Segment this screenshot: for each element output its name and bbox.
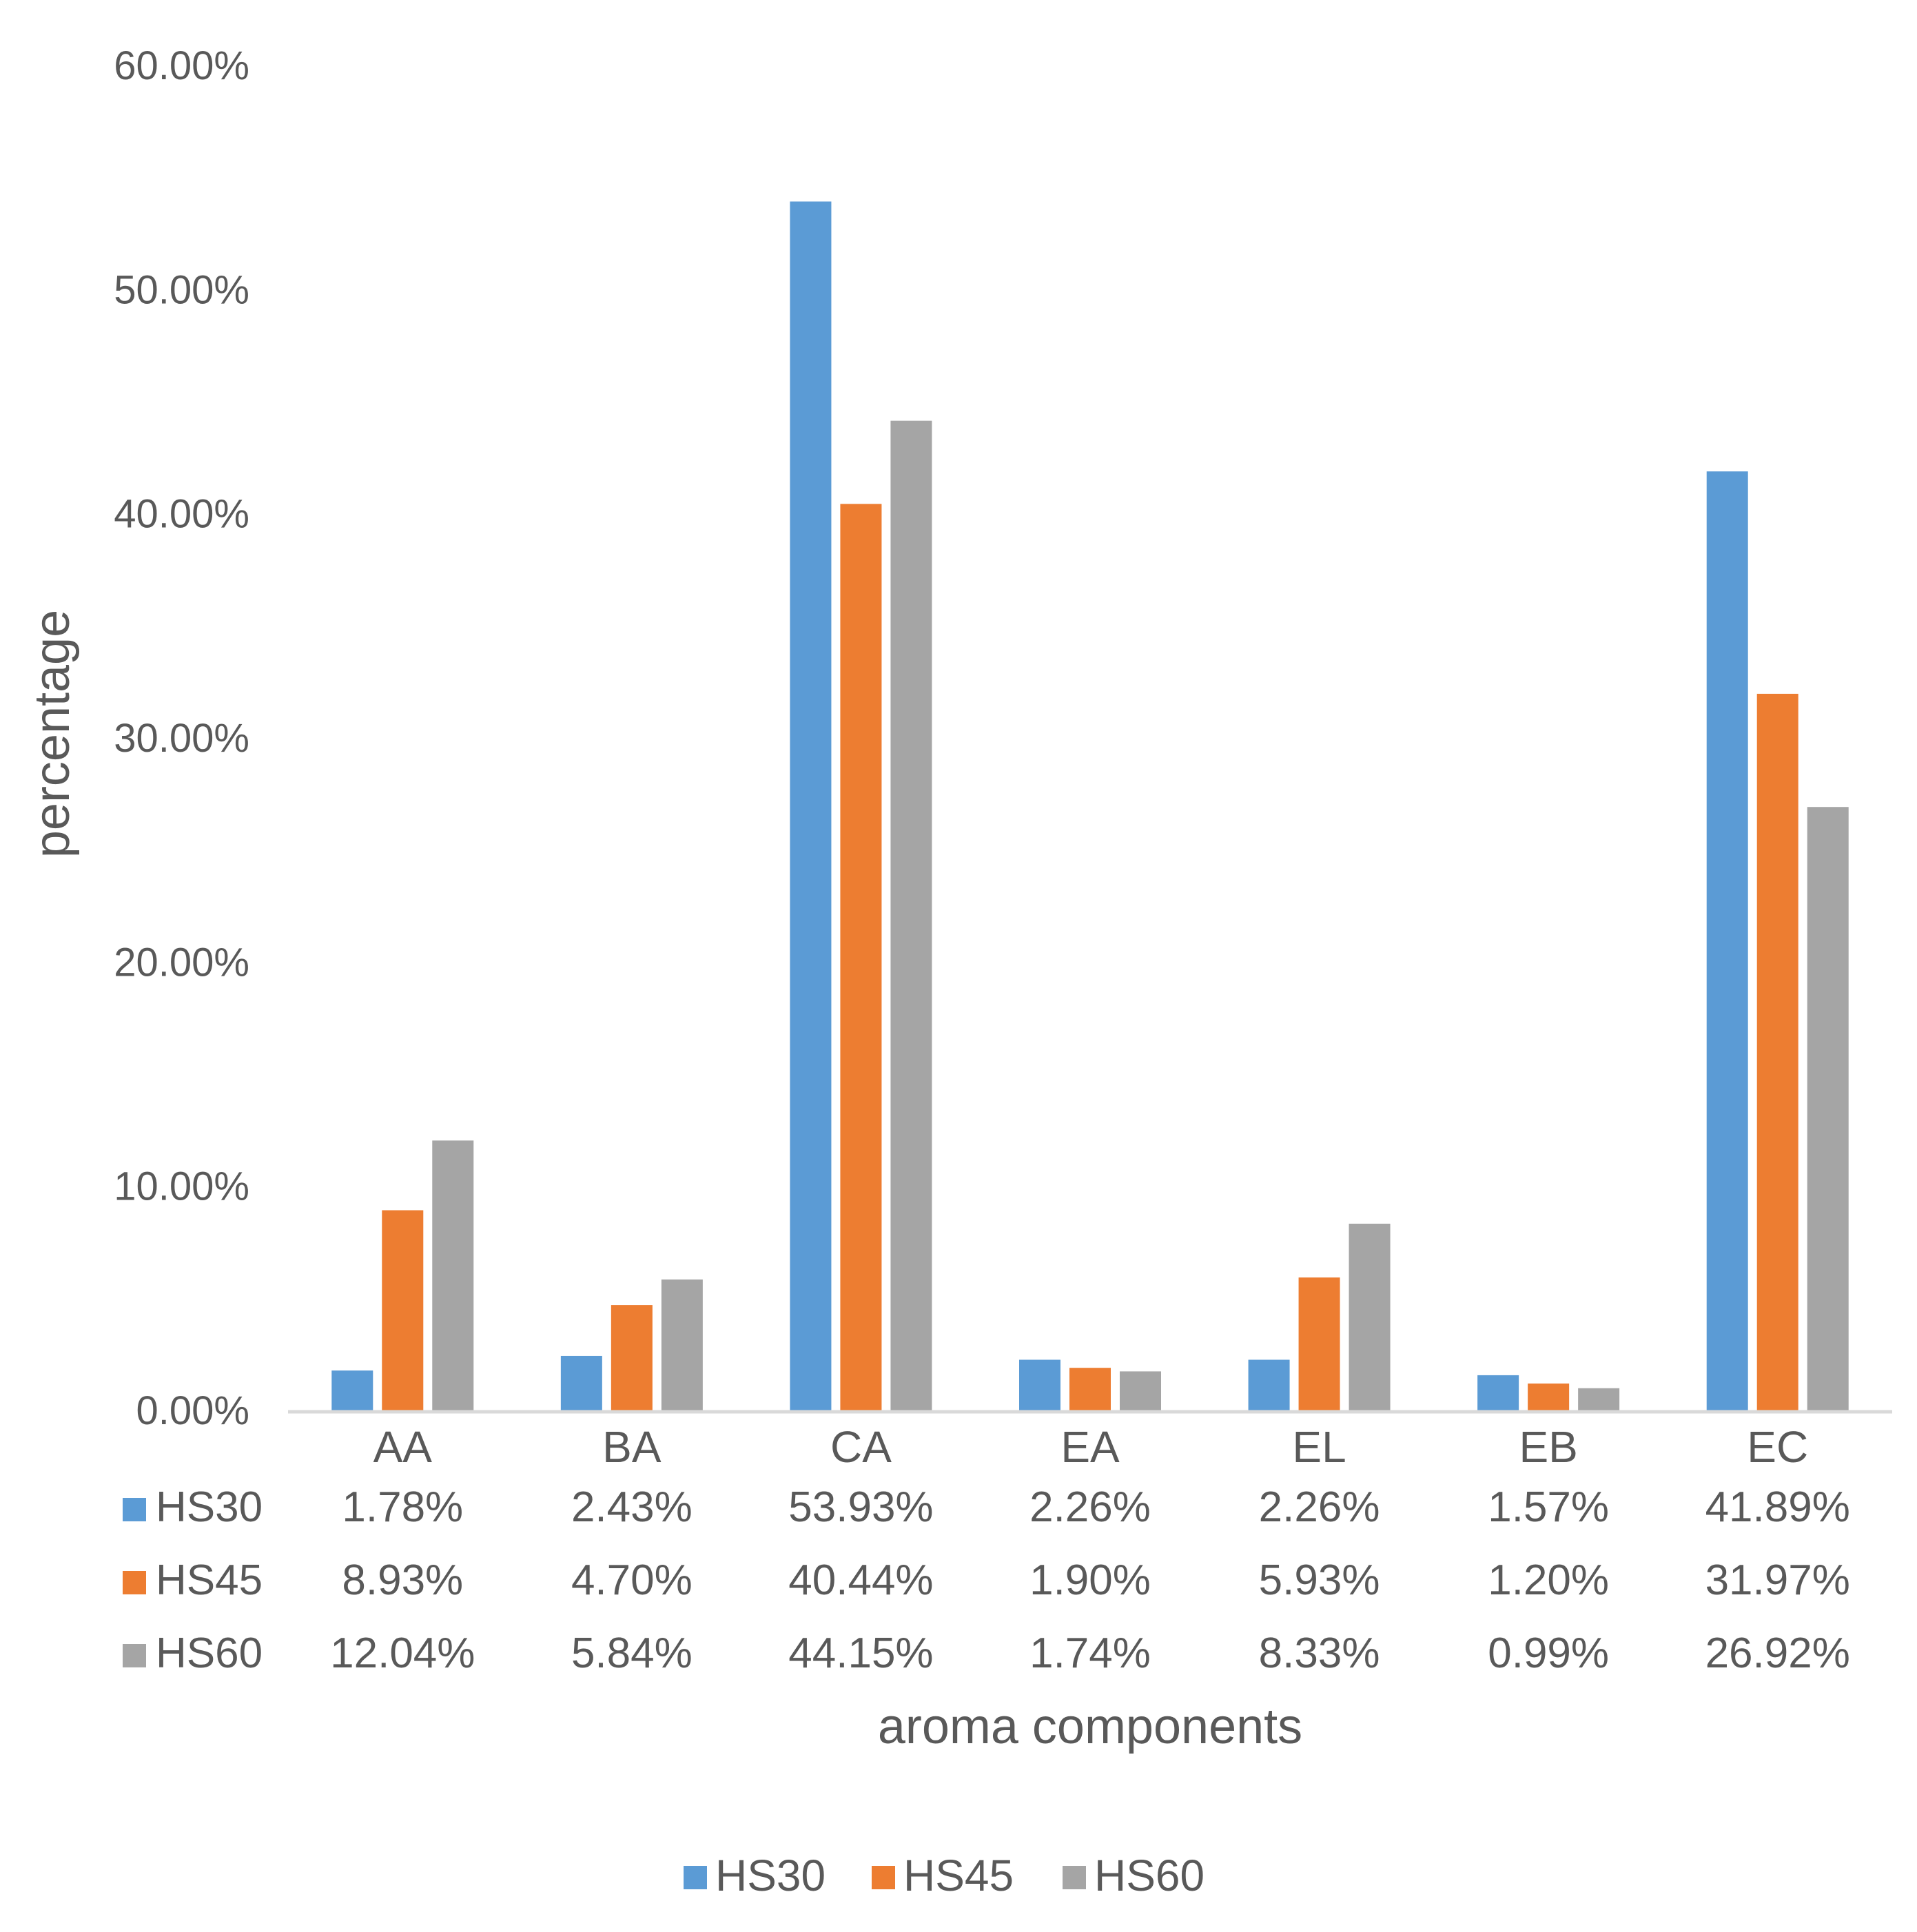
bar-hs30-eb bbox=[1477, 1375, 1519, 1410]
bar-hs30-ec bbox=[1706, 471, 1748, 1410]
legend-swatch bbox=[1063, 1866, 1086, 1889]
table-legend-swatch bbox=[123, 1644, 146, 1667]
category-label: AA bbox=[373, 1422, 433, 1472]
bar-hs30-ba bbox=[560, 1355, 602, 1410]
category-label: EA bbox=[1060, 1422, 1120, 1472]
table-legend-swatch bbox=[123, 1571, 146, 1594]
y-tick-label: 20.00% bbox=[114, 940, 249, 985]
bar-hs45-eb bbox=[1528, 1383, 1570, 1410]
bar-hs60-ec bbox=[1807, 807, 1849, 1410]
table-cell: 1.90% bbox=[1029, 1556, 1151, 1604]
y-tick-label: 30.00% bbox=[114, 716, 249, 761]
bars bbox=[331, 201, 1849, 1411]
legend-label: HS30 bbox=[715, 1851, 826, 1900]
table-cell: 2.26% bbox=[1029, 1483, 1151, 1531]
legend-swatch bbox=[684, 1866, 707, 1889]
bar-hs60-ca bbox=[890, 420, 932, 1410]
y-axis-ticks: 0.00% 10.00% 20.00% 30.00% 40.00% 50.00% 60.00… bbox=[114, 43, 249, 1433]
bar-hs45-el bbox=[1298, 1277, 1340, 1410]
bar-hs60-aa bbox=[432, 1140, 474, 1410]
legend-label: HS45 bbox=[903, 1851, 1014, 1900]
table-cell: 31.97% bbox=[1705, 1556, 1850, 1604]
bar-hs45-ec bbox=[1756, 693, 1798, 1410]
table-cell: 8.33% bbox=[1259, 1630, 1380, 1677]
table-cell: 12.04% bbox=[330, 1630, 475, 1677]
table-cell: 2.43% bbox=[571, 1483, 693, 1531]
table-cell: 53.93% bbox=[788, 1483, 933, 1531]
y-tick-label: 40.00% bbox=[114, 492, 249, 537]
table-cell: 40.44% bbox=[788, 1556, 933, 1604]
category-label: EC bbox=[1747, 1422, 1808, 1472]
category-labels: AA BA CA EA EL EB EC bbox=[373, 1422, 1809, 1472]
y-tick-label: 0.00% bbox=[136, 1388, 249, 1433]
table-series-name: HS30 bbox=[156, 1483, 263, 1531]
bar-hs60-ea bbox=[1120, 1371, 1161, 1410]
y-tick-label: 50.00% bbox=[114, 267, 249, 312]
legend: HS30 HS45 HS60 bbox=[684, 1851, 1204, 1900]
category-label: EL bbox=[1292, 1422, 1346, 1472]
bar-hs30-ca bbox=[790, 201, 832, 1411]
table-series-name: HS45 bbox=[156, 1556, 263, 1604]
table-cell: 2.26% bbox=[1259, 1483, 1380, 1531]
table-legend-swatch bbox=[123, 1498, 146, 1521]
bar-hs30-el bbox=[1248, 1359, 1290, 1410]
legend-swatch bbox=[872, 1866, 895, 1889]
legend-label: HS60 bbox=[1094, 1851, 1204, 1900]
bar-hs30-ea bbox=[1019, 1359, 1060, 1410]
bar-hs45-ca bbox=[840, 504, 882, 1410]
bar-hs45-ba bbox=[611, 1305, 653, 1410]
y-tick-label: 60.00% bbox=[114, 43, 249, 88]
bar-hs45-aa bbox=[382, 1210, 424, 1410]
data-table: HS30 1.78% 2.43% 53.93% 2.26% 2.26% 1.57% 41.89… bbox=[123, 1483, 1850, 1677]
bar-hs60-eb bbox=[1578, 1388, 1620, 1410]
category-label: BA bbox=[602, 1422, 662, 1472]
y-tick-label: 10.00% bbox=[114, 1164, 249, 1209]
table-cell: 41.89% bbox=[1705, 1483, 1850, 1531]
category-label: CA bbox=[830, 1422, 892, 1472]
bar-hs45-ea bbox=[1069, 1368, 1111, 1410]
table-cell: 1.57% bbox=[1488, 1483, 1609, 1531]
table-series-name: HS60 bbox=[156, 1630, 263, 1677]
table-cell: 26.92% bbox=[1705, 1630, 1850, 1677]
table-cell: 0.99% bbox=[1488, 1630, 1609, 1677]
bar-hs60-ba bbox=[661, 1280, 703, 1410]
bar-hs30-aa bbox=[331, 1370, 373, 1410]
table-cell: 1.20% bbox=[1488, 1556, 1609, 1604]
table-cell: 5.84% bbox=[571, 1630, 693, 1677]
table-cell: 44.15% bbox=[788, 1630, 933, 1677]
y-axis-title: percentage bbox=[25, 610, 80, 858]
table-cell: 1.74% bbox=[1029, 1630, 1151, 1677]
table-cell: 1.78% bbox=[342, 1483, 463, 1531]
bar-hs60-el bbox=[1349, 1223, 1391, 1410]
x-axis-title: aroma components bbox=[878, 1699, 1302, 1754]
table-cell: 5.93% bbox=[1259, 1556, 1380, 1604]
category-label: EB bbox=[1519, 1422, 1577, 1472]
table-cell: 4.70% bbox=[571, 1556, 693, 1604]
table-cell: 8.93% bbox=[342, 1556, 463, 1604]
